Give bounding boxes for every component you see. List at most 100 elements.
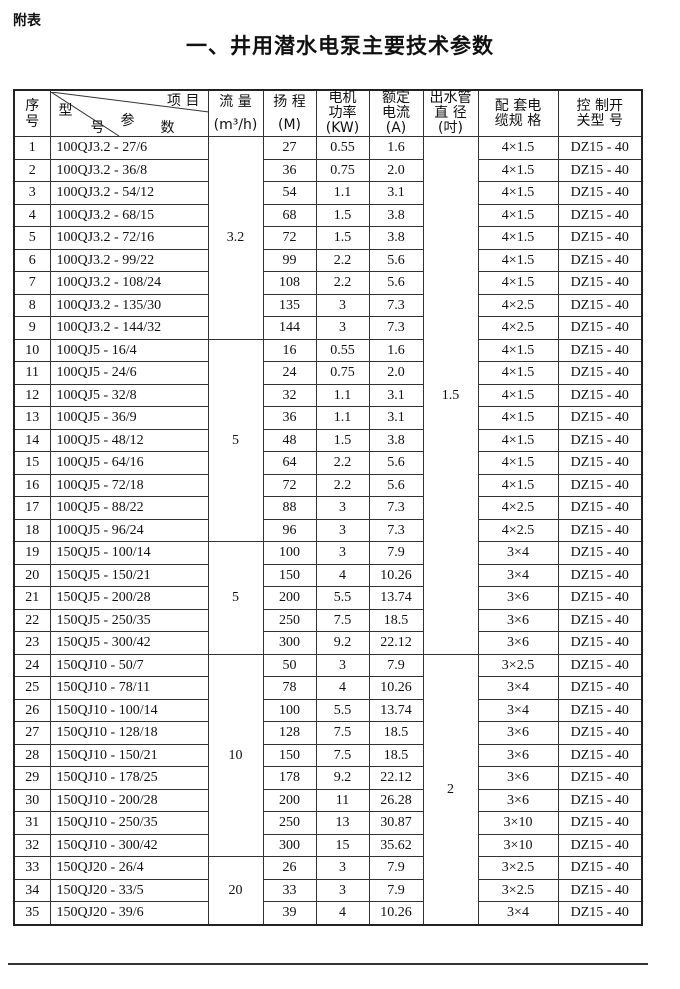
cell-model: 100QJ3.2 - 108/24 [49,271,209,295]
cell-head: 150 [262,743,317,767]
cell-current: 7.3 [368,316,424,340]
table-row: 3 100QJ3.2 - 54/12 54 1.1 3.1 4×1.5 DZ15 - 40 [13,181,643,205]
cell-current: 7.9 [368,856,424,880]
cell-index: 8 [13,293,51,317]
cell-head: 54 [262,181,317,205]
cell-index: 35 [13,901,51,925]
cell-head: 200 [262,788,317,812]
cell-current: 30.87 [368,811,424,835]
cell-index: 25 [13,676,51,700]
cell-switch: DZ15 - 40 [557,316,643,340]
cell-head: 108 [262,271,317,295]
cell-model: 150QJ10 - 50/7 [49,653,209,677]
cell-cable: 3×10 [477,811,559,835]
cell-index: 13 [13,406,51,430]
table-row: 9 100QJ3.2 - 144/32 144 3 7.3 4×2.5 DZ15 - 40 [13,316,643,340]
table-row: 13 100QJ5 - 36/9 36 1.1 3.1 4×1.5 DZ15 - 40 [13,406,643,430]
cell-index: 9 [13,316,51,340]
cell-head: 36 [262,158,317,182]
cell-index: 26 [13,698,51,722]
cell-cable: 4×1.5 [477,473,559,497]
table-row: 15 100QJ5 - 64/16 64 2.2 5.6 4×1.5 DZ15 - 40 [13,451,643,475]
cell-power: 0.55 [315,136,370,160]
cell-flow: 5 [207,541,264,655]
cell-switch: DZ15 - 40 [557,676,643,700]
cell-switch: DZ15 - 40 [557,248,643,272]
cell-model: 150QJ10 - 200/28 [49,788,209,812]
cell-current: 7.9 [368,541,424,565]
table-row: 20 150QJ5 - 150/21 150 4 10.26 3×4 DZ15 - 40 [13,563,643,587]
table-row: 27 150QJ10 - 128/18 128 7.5 18.5 3×6 DZ15 - 40 [13,721,643,745]
cell-index: 24 [13,653,51,677]
cell-index: 18 [13,518,51,542]
cell-power: 3 [315,293,370,317]
cell-head: 16 [262,338,317,362]
cell-current: 3.1 [368,383,424,407]
cell-cable: 4×1.5 [477,271,559,295]
cell-head: 33 [262,878,317,902]
cell-switch: DZ15 - 40 [557,428,643,452]
cell-model: 150QJ5 - 250/35 [49,608,209,632]
table-row: 23 150QJ5 - 300/42 300 9.2 22.12 3×6 DZ15 - 40 [13,631,643,655]
cell-head: 250 [262,608,317,632]
cell-model: 100QJ3.2 - 68/15 [49,203,209,227]
cell-power: 1.1 [315,383,370,407]
cell-model: 150QJ10 - 300/42 [49,833,209,857]
cell-index: 20 [13,563,51,587]
cell-cable: 4×1.5 [477,203,559,227]
cell-switch: DZ15 - 40 [557,901,643,925]
cell-index: 29 [13,766,51,790]
cell-switch: DZ15 - 40 [557,766,643,790]
cell-cable: 3×4 [477,676,559,700]
cell-switch: DZ15 - 40 [557,586,643,610]
cell-index: 11 [13,361,51,385]
cell-switch: DZ15 - 40 [557,856,643,880]
cell-model: 150QJ10 - 150/21 [49,743,209,767]
header-num-label: 号 [90,119,105,136]
cell-power: 3 [315,541,370,565]
table-row: 6 100QJ3.2 - 99/22 99 2.2 5.6 4×1.5 DZ15 - 40 [13,248,643,272]
table-row: 8 100QJ3.2 - 135/30 135 3 7.3 4×2.5 DZ15 - 40 [13,293,643,317]
cell-cable: 3×6 [477,586,559,610]
cell-model: 100QJ5 - 48/12 [49,428,209,452]
cell-power: 0.75 [315,158,370,182]
cell-power: 1.5 [315,428,370,452]
cell-cable: 4×1.5 [477,428,559,452]
diagonal-lines [50,91,209,136]
cell-head: 128 [262,721,317,745]
cell-current: 7.9 [368,878,424,902]
table-row: 4 100QJ3.2 - 68/15 68 1.5 3.8 4×1.5 DZ15 - 40 [13,203,643,227]
cell-index: 21 [13,586,51,610]
cell-switch: DZ15 - 40 [557,878,643,902]
cell-model: 150QJ10 - 250/35 [49,811,209,835]
cell-cable: 3×6 [477,721,559,745]
cell-switch: DZ15 - 40 [557,653,643,677]
cell-power: 2.2 [315,271,370,295]
cell-switch: DZ15 - 40 [557,698,643,722]
cell-switch: DZ15 - 40 [557,541,643,565]
cell-cable: 4×1.5 [477,361,559,385]
cell-switch: DZ15 - 40 [557,383,643,407]
cell-flow: 5 [207,338,264,542]
cell-model: 150QJ5 - 200/28 [49,586,209,610]
table-row: 17 100QJ5 - 88/22 88 3 7.3 4×2.5 DZ15 - 40 [13,496,643,520]
cell-cable: 4×2.5 [477,518,559,542]
cell-current: 7.3 [368,293,424,317]
table-row: 11 100QJ5 - 24/6 24 0.75 2.0 4×1.5 DZ15 - 40 [13,361,643,385]
cell-power: 7.5 [315,608,370,632]
cell-cable: 4×1.5 [477,181,559,205]
cell-power: 4 [315,676,370,700]
cell-model: 100QJ3.2 - 36/8 [49,158,209,182]
cell-cable: 4×1.5 [477,406,559,430]
cell-current: 18.5 [368,721,424,745]
cell-cable: 3×4 [477,563,559,587]
cell-power: 3 [315,316,370,340]
cell-switch: DZ15 - 40 [557,293,643,317]
cell-index: 16 [13,473,51,497]
cell-cable: 3×6 [477,766,559,790]
cell-head: 26 [262,856,317,880]
cell-flow: 20 [207,856,264,925]
cell-model: 150QJ20 - 39/6 [49,901,209,925]
cell-head: 300 [262,631,317,655]
cell-pipe-diameter: 1.5 [422,136,479,655]
